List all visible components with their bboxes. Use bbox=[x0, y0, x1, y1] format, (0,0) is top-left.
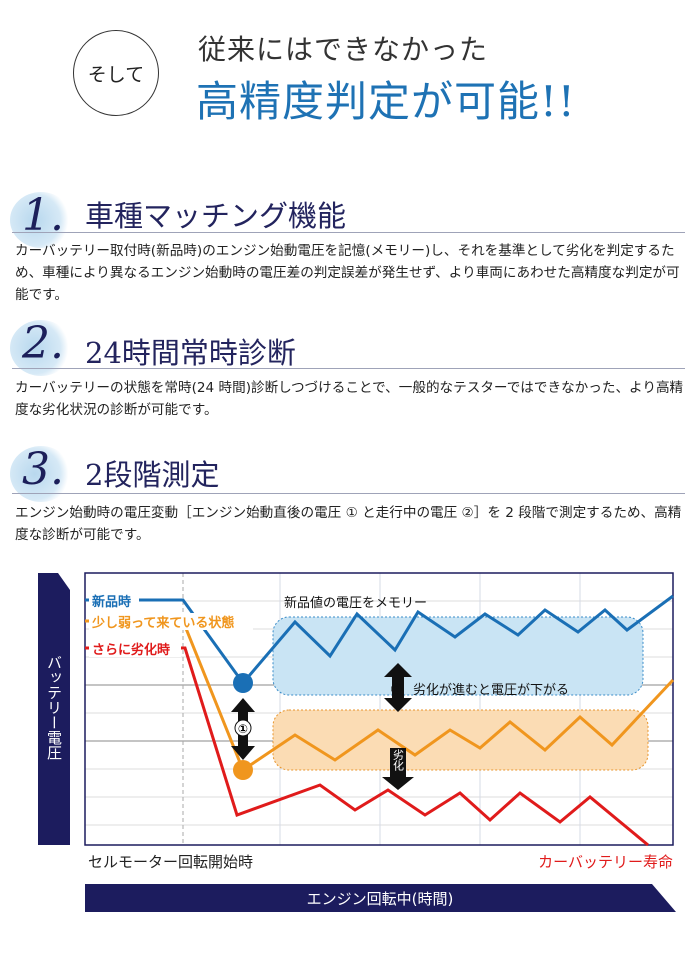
series-label-degraded: さらに劣化時 bbox=[92, 642, 170, 658]
section-body-3: エンジン始動時の電圧変動［エンジン始動直後の電圧 ① と走行中の電圧 ②］を 2… bbox=[15, 505, 682, 543]
marker-1-bg bbox=[234, 719, 252, 737]
start-voltage-dot-new bbox=[233, 673, 253, 693]
series-label-bg bbox=[89, 613, 253, 630]
section-title-3: 2段階測定 bbox=[85, 458, 220, 492]
series-line-degraded bbox=[85, 646, 649, 847]
series-label-bg bbox=[89, 592, 139, 609]
degrade-label: 劣化 bbox=[392, 748, 405, 772]
section-body-2: カーバッテリーの状態を常時(24 時間)診断しつづけることで、一般的なテスターで… bbox=[15, 380, 684, 418]
start-voltage-dot-weakened bbox=[233, 760, 253, 780]
series-line-new bbox=[85, 594, 674, 686]
intro-circle: そして bbox=[73, 30, 159, 116]
memory-label: 新品値の電圧をメモリー bbox=[284, 595, 427, 611]
down-arrow-icon bbox=[382, 748, 414, 790]
x-axis-bar bbox=[85, 884, 676, 912]
double-arrow-icon bbox=[384, 663, 412, 712]
section-title-1: 車種マッチング機能 bbox=[85, 199, 347, 233]
divider bbox=[12, 368, 685, 369]
series-label-new: 新品時 bbox=[92, 594, 131, 610]
x-axis-label: エンジン回転中(時間) bbox=[307, 890, 454, 908]
y-axis-bar bbox=[38, 573, 70, 845]
section-title-2: 24時間常時診断 bbox=[85, 336, 296, 370]
marker-2: ② bbox=[390, 682, 403, 698]
drop-label: 劣化が進むと電圧が下がる bbox=[413, 683, 569, 698]
plot-frame bbox=[84, 572, 674, 846]
y-axis-label: バッテリー電圧 bbox=[45, 655, 63, 760]
section-number-3: 3. bbox=[10, 444, 80, 504]
marker-1: ① bbox=[238, 722, 248, 736]
section-body-1: カーバッテリー取付時(新品時)のエンジン始動電圧を記憶(メモリー)し、それを基準… bbox=[15, 243, 680, 303]
divider bbox=[12, 232, 685, 233]
series-label-weakened: 少し弱って来ている状態 bbox=[91, 615, 234, 631]
memory-band-new bbox=[272, 616, 644, 696]
series-label-bg bbox=[89, 640, 181, 657]
series-line-weakened bbox=[85, 619, 675, 773]
intro-circle-label: そして bbox=[87, 63, 145, 86]
divider bbox=[12, 493, 685, 494]
end-label: カーバッテリー寿命 bbox=[538, 853, 673, 871]
start-label: セルモーター回転開始時 bbox=[88, 853, 253, 871]
section-number-2: 2. bbox=[10, 318, 80, 378]
headline-line2: 高精度判定が可能!! bbox=[196, 77, 576, 126]
band-weakened bbox=[272, 709, 649, 771]
headline-line1: 従来にはできなかった bbox=[198, 33, 489, 66]
